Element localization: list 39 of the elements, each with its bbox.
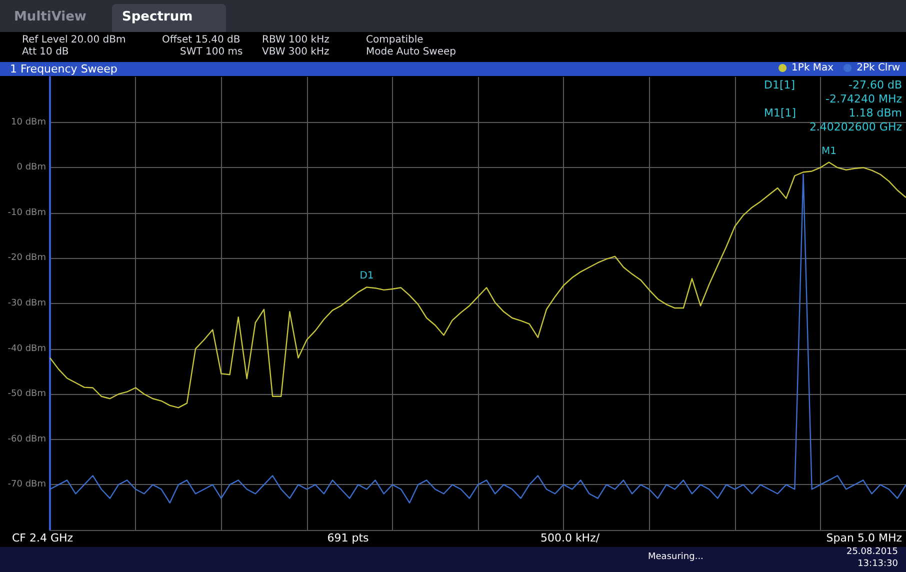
annotation: M1[1]: [764, 106, 796, 120]
text: VBW 300 kHz: [262, 46, 330, 58]
text: RBW 100 kHz: [262, 34, 330, 46]
line-series: [49, 162, 906, 408]
text: Measuring...: [648, 552, 704, 562]
text: 500.0 kHz/: [540, 532, 600, 544]
y-tick-label: -40 dBm: [8, 344, 46, 354]
text: SWT 100 ms: [180, 46, 243, 58]
text: Ref Level 20.00 dBm: [22, 34, 126, 46]
y-tick-label: -20 dBm: [8, 253, 46, 264]
text: 13:13:30: [858, 559, 898, 569]
text: MultiView: [14, 10, 86, 24]
text: 691 pts: [327, 532, 370, 544]
y-tick-label: -70 dBm: [8, 480, 46, 490]
annotation: 1.18 dBm: [848, 106, 902, 120]
text: Att 10 dB: [22, 46, 69, 58]
text: 25.08.2015: [846, 547, 898, 557]
legend-label: 2Pk Clrw: [856, 62, 900, 74]
text: CF 2.4 GHz: [12, 532, 74, 544]
annotation: -27.60 dB: [848, 78, 902, 92]
y-tick-label: 0 dBm: [16, 162, 46, 173]
annotation: -2.74240 MHz: [826, 92, 902, 106]
annotation: D1[1]: [764, 78, 796, 92]
y-tick-label: -30 dBm: [8, 298, 46, 308]
legend-label: 1Pk Max: [792, 62, 834, 74]
y-tick-label: -60 dBm: [8, 434, 46, 444]
chart-title: 1 Frequency Sweep: [10, 62, 118, 76]
data-label: D1: [360, 270, 374, 282]
text: Span 5.0 MHz: [826, 532, 902, 544]
text: Mode Auto Sweep: [366, 46, 456, 58]
data-label: M1: [821, 146, 836, 157]
text: Offset 15.40 dB: [162, 34, 240, 46]
text: Spectrum: [122, 10, 193, 24]
y-tick-label: -50 dBm: [8, 389, 46, 400]
text: Compatible: [366, 34, 424, 46]
annotation: 2.40202600 GHz: [809, 120, 902, 134]
line-series: [49, 174, 906, 504]
y-tick-label: -10 dBm: [8, 208, 46, 218]
y-tick-label: 10 dBm: [11, 117, 46, 128]
